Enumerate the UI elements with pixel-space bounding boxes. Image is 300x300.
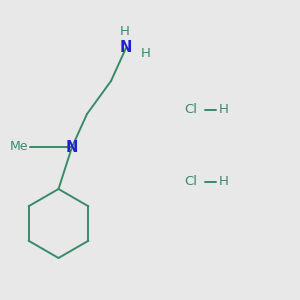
Text: N: N xyxy=(66,140,78,154)
Text: Cl: Cl xyxy=(184,175,197,188)
Text: Me: Me xyxy=(10,140,28,154)
Text: Cl: Cl xyxy=(184,103,197,116)
Text: H: H xyxy=(219,103,229,116)
Text: H: H xyxy=(120,26,129,38)
Text: H: H xyxy=(219,175,229,188)
Text: N: N xyxy=(120,40,132,56)
Text: H: H xyxy=(140,47,150,60)
